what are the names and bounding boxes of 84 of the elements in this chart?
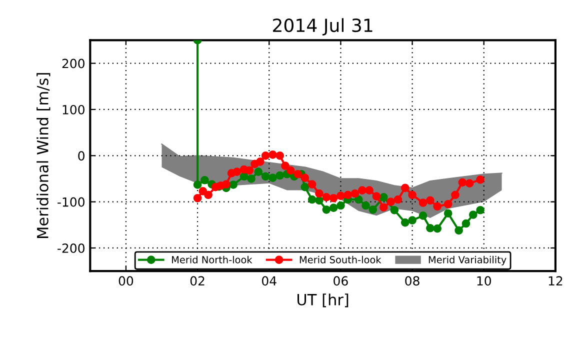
point bbox=[418, 212, 428, 220]
point bbox=[193, 194, 202, 202]
point bbox=[315, 189, 324, 198]
point bbox=[476, 175, 484, 184]
point bbox=[400, 218, 410, 227]
y-axis-title: Meridional Wind [m/s] bbox=[36, 73, 50, 238]
point bbox=[462, 219, 470, 228]
point bbox=[276, 151, 284, 160]
point bbox=[465, 179, 474, 188]
point bbox=[386, 198, 395, 206]
point bbox=[261, 172, 270, 181]
point bbox=[254, 168, 263, 176]
point bbox=[329, 204, 338, 212]
point bbox=[322, 206, 331, 214]
point bbox=[193, 180, 202, 189]
point bbox=[336, 201, 345, 210]
legend-label: Merid North-look bbox=[172, 256, 252, 264]
x-tick-label: 12 bbox=[548, 276, 562, 286]
point bbox=[294, 170, 302, 178]
point bbox=[232, 168, 242, 176]
point bbox=[281, 162, 290, 170]
point bbox=[256, 157, 264, 166]
point bbox=[372, 192, 381, 200]
point bbox=[300, 182, 310, 192]
point bbox=[444, 209, 452, 218]
point bbox=[365, 186, 374, 194]
point bbox=[222, 180, 230, 188]
point bbox=[240, 172, 248, 181]
point bbox=[394, 195, 402, 204]
point bbox=[454, 226, 463, 235]
point bbox=[458, 178, 467, 187]
y-tick-label: -200 bbox=[58, 243, 84, 253]
x-axis-title: UT [hr] bbox=[298, 294, 348, 308]
x-tick-label: 10 bbox=[477, 276, 491, 286]
point bbox=[336, 192, 345, 200]
y-tick-label: -100 bbox=[58, 197, 84, 207]
point bbox=[315, 196, 324, 205]
point bbox=[451, 190, 460, 200]
y-tick-label: 0 bbox=[78, 151, 84, 161]
x-tick-label: 00 bbox=[118, 276, 134, 286]
legend-label: Merid South-look bbox=[300, 256, 382, 264]
point bbox=[362, 201, 370, 210]
point bbox=[200, 176, 209, 184]
point bbox=[426, 196, 434, 205]
point bbox=[408, 216, 416, 224]
point bbox=[379, 193, 388, 202]
point bbox=[390, 206, 399, 214]
point bbox=[300, 174, 310, 182]
x-tick-label: 06 bbox=[334, 276, 348, 286]
point bbox=[433, 202, 442, 211]
point bbox=[308, 180, 316, 188]
point bbox=[308, 195, 316, 204]
y-tick-label: 200 bbox=[62, 58, 84, 68]
point bbox=[354, 195, 363, 204]
point bbox=[358, 186, 366, 194]
point bbox=[350, 189, 360, 198]
point bbox=[426, 224, 434, 232]
y-tick-label: 100 bbox=[62, 104, 84, 114]
point bbox=[247, 174, 256, 183]
x-tick-label: 02 bbox=[190, 276, 204, 286]
x-tick-label: 04 bbox=[262, 276, 276, 286]
legend-label: Merid Variability bbox=[428, 256, 506, 266]
chart-title: 2014 Jul 31 bbox=[273, 18, 372, 36]
point bbox=[476, 206, 484, 214]
point bbox=[245, 166, 254, 175]
point bbox=[368, 206, 378, 214]
point bbox=[344, 190, 352, 200]
point bbox=[322, 193, 331, 202]
point bbox=[329, 194, 338, 202]
point bbox=[286, 166, 295, 175]
point bbox=[400, 184, 410, 192]
point bbox=[229, 180, 238, 189]
point bbox=[418, 198, 428, 207]
x-tick-label: 08 bbox=[405, 276, 420, 286]
point bbox=[268, 150, 277, 159]
point bbox=[261, 151, 270, 160]
point bbox=[276, 171, 284, 180]
point bbox=[379, 203, 388, 212]
point bbox=[408, 190, 416, 200]
point bbox=[468, 210, 478, 219]
point bbox=[433, 224, 442, 233]
point bbox=[204, 190, 212, 200]
point bbox=[268, 174, 277, 182]
point bbox=[444, 200, 452, 208]
